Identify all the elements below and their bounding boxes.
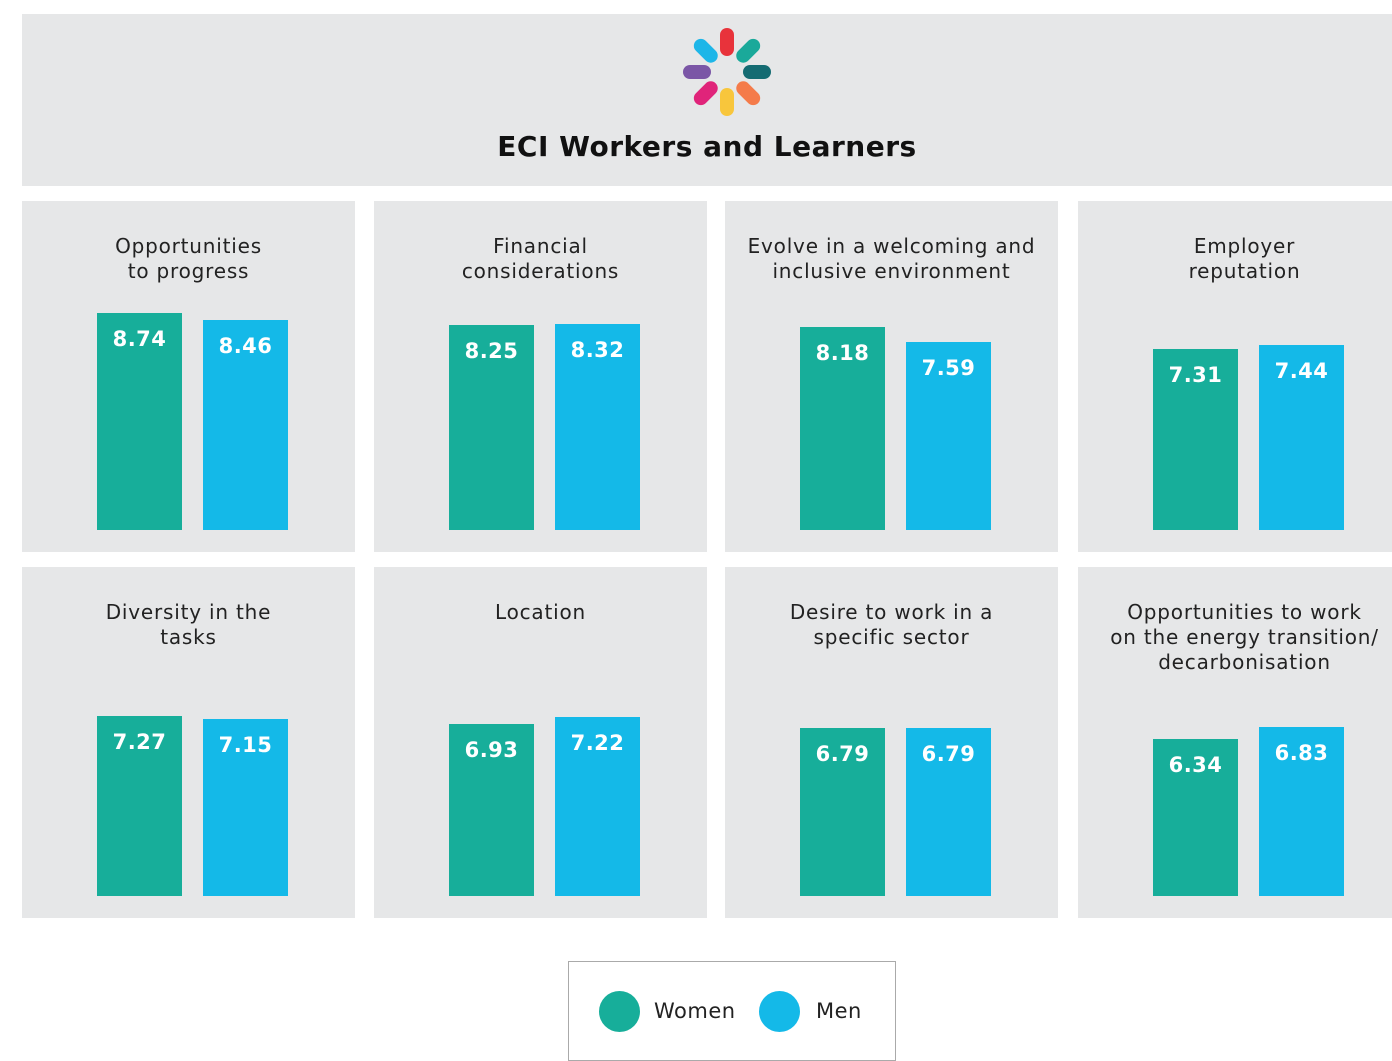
panel-title: Opportunities to work on the energy tran… [1110,600,1379,674]
chart-title: ECI Workers and Learners [497,130,917,163]
panel-title: Evolve in a welcoming and inclusive envi… [747,234,1036,283]
value-label: 6.34 [1168,752,1223,777]
bar [97,313,182,530]
panel-title: Opportunities to progress [115,234,262,283]
bar [203,320,288,530]
bar [800,727,885,896]
legend-label: Men [816,999,862,1023]
bar [1259,345,1344,530]
panel-title: Location [495,600,586,624]
panel: Employer reputation 7.31 7.44 [1078,201,1392,552]
logo [683,28,771,116]
bar [906,727,991,896]
value-label: 7.27 [112,729,167,754]
value-label: 6.83 [1274,740,1329,765]
panel: Location 6.93 7.22 [374,567,707,918]
legend: Women Men [568,961,896,1061]
value-label: 7.31 [1168,362,1223,387]
panel: Financial considerations 8.25 8.32 [374,201,707,552]
value-label: 8.18 [815,341,870,366]
legend-swatch [759,991,800,1032]
value-label: 7.22 [570,730,625,755]
bar [97,715,182,896]
value-label: 8.46 [218,334,273,359]
panel-title: Financial considerations [461,234,620,283]
panel: Opportunities to work on the energy tran… [1078,567,1392,918]
value-label: 8.32 [570,337,625,362]
value-label: 6.79 [921,741,976,766]
panel-title: Desire to work in a specific sector [789,600,994,649]
value-label: 8.25 [464,339,519,364]
bar [203,718,288,896]
value-label: 6.79 [815,741,870,766]
value-label: 8.74 [112,327,167,352]
bar [906,341,991,530]
panel: Evolve in a welcoming and inclusive envi… [725,201,1058,552]
bar [449,724,534,896]
value-label: 7.44 [1274,359,1329,384]
panel: Desire to work in a specific sector 6.79 6… [725,567,1058,918]
bar [449,325,534,530]
legend-label: Women [654,999,736,1023]
bar [1259,726,1344,896]
bar [555,323,640,530]
value-label: 7.59 [921,355,976,380]
panel-title: Employer reputation [1188,234,1301,283]
panel-title: Diversity in the tasks [105,600,272,649]
value-label: 6.93 [464,738,519,763]
bar [555,716,640,896]
panel: Diversity in the tasks 7.27 7.15 [22,567,355,918]
bar [1153,348,1238,530]
bar [1153,738,1238,896]
header: ECI Workers and Learners [22,14,1392,186]
value-label: 7.15 [218,732,273,757]
panel: Opportunities to progress 8.74 8.46 [22,201,355,552]
legend-swatch [599,991,640,1032]
bar [800,327,885,530]
